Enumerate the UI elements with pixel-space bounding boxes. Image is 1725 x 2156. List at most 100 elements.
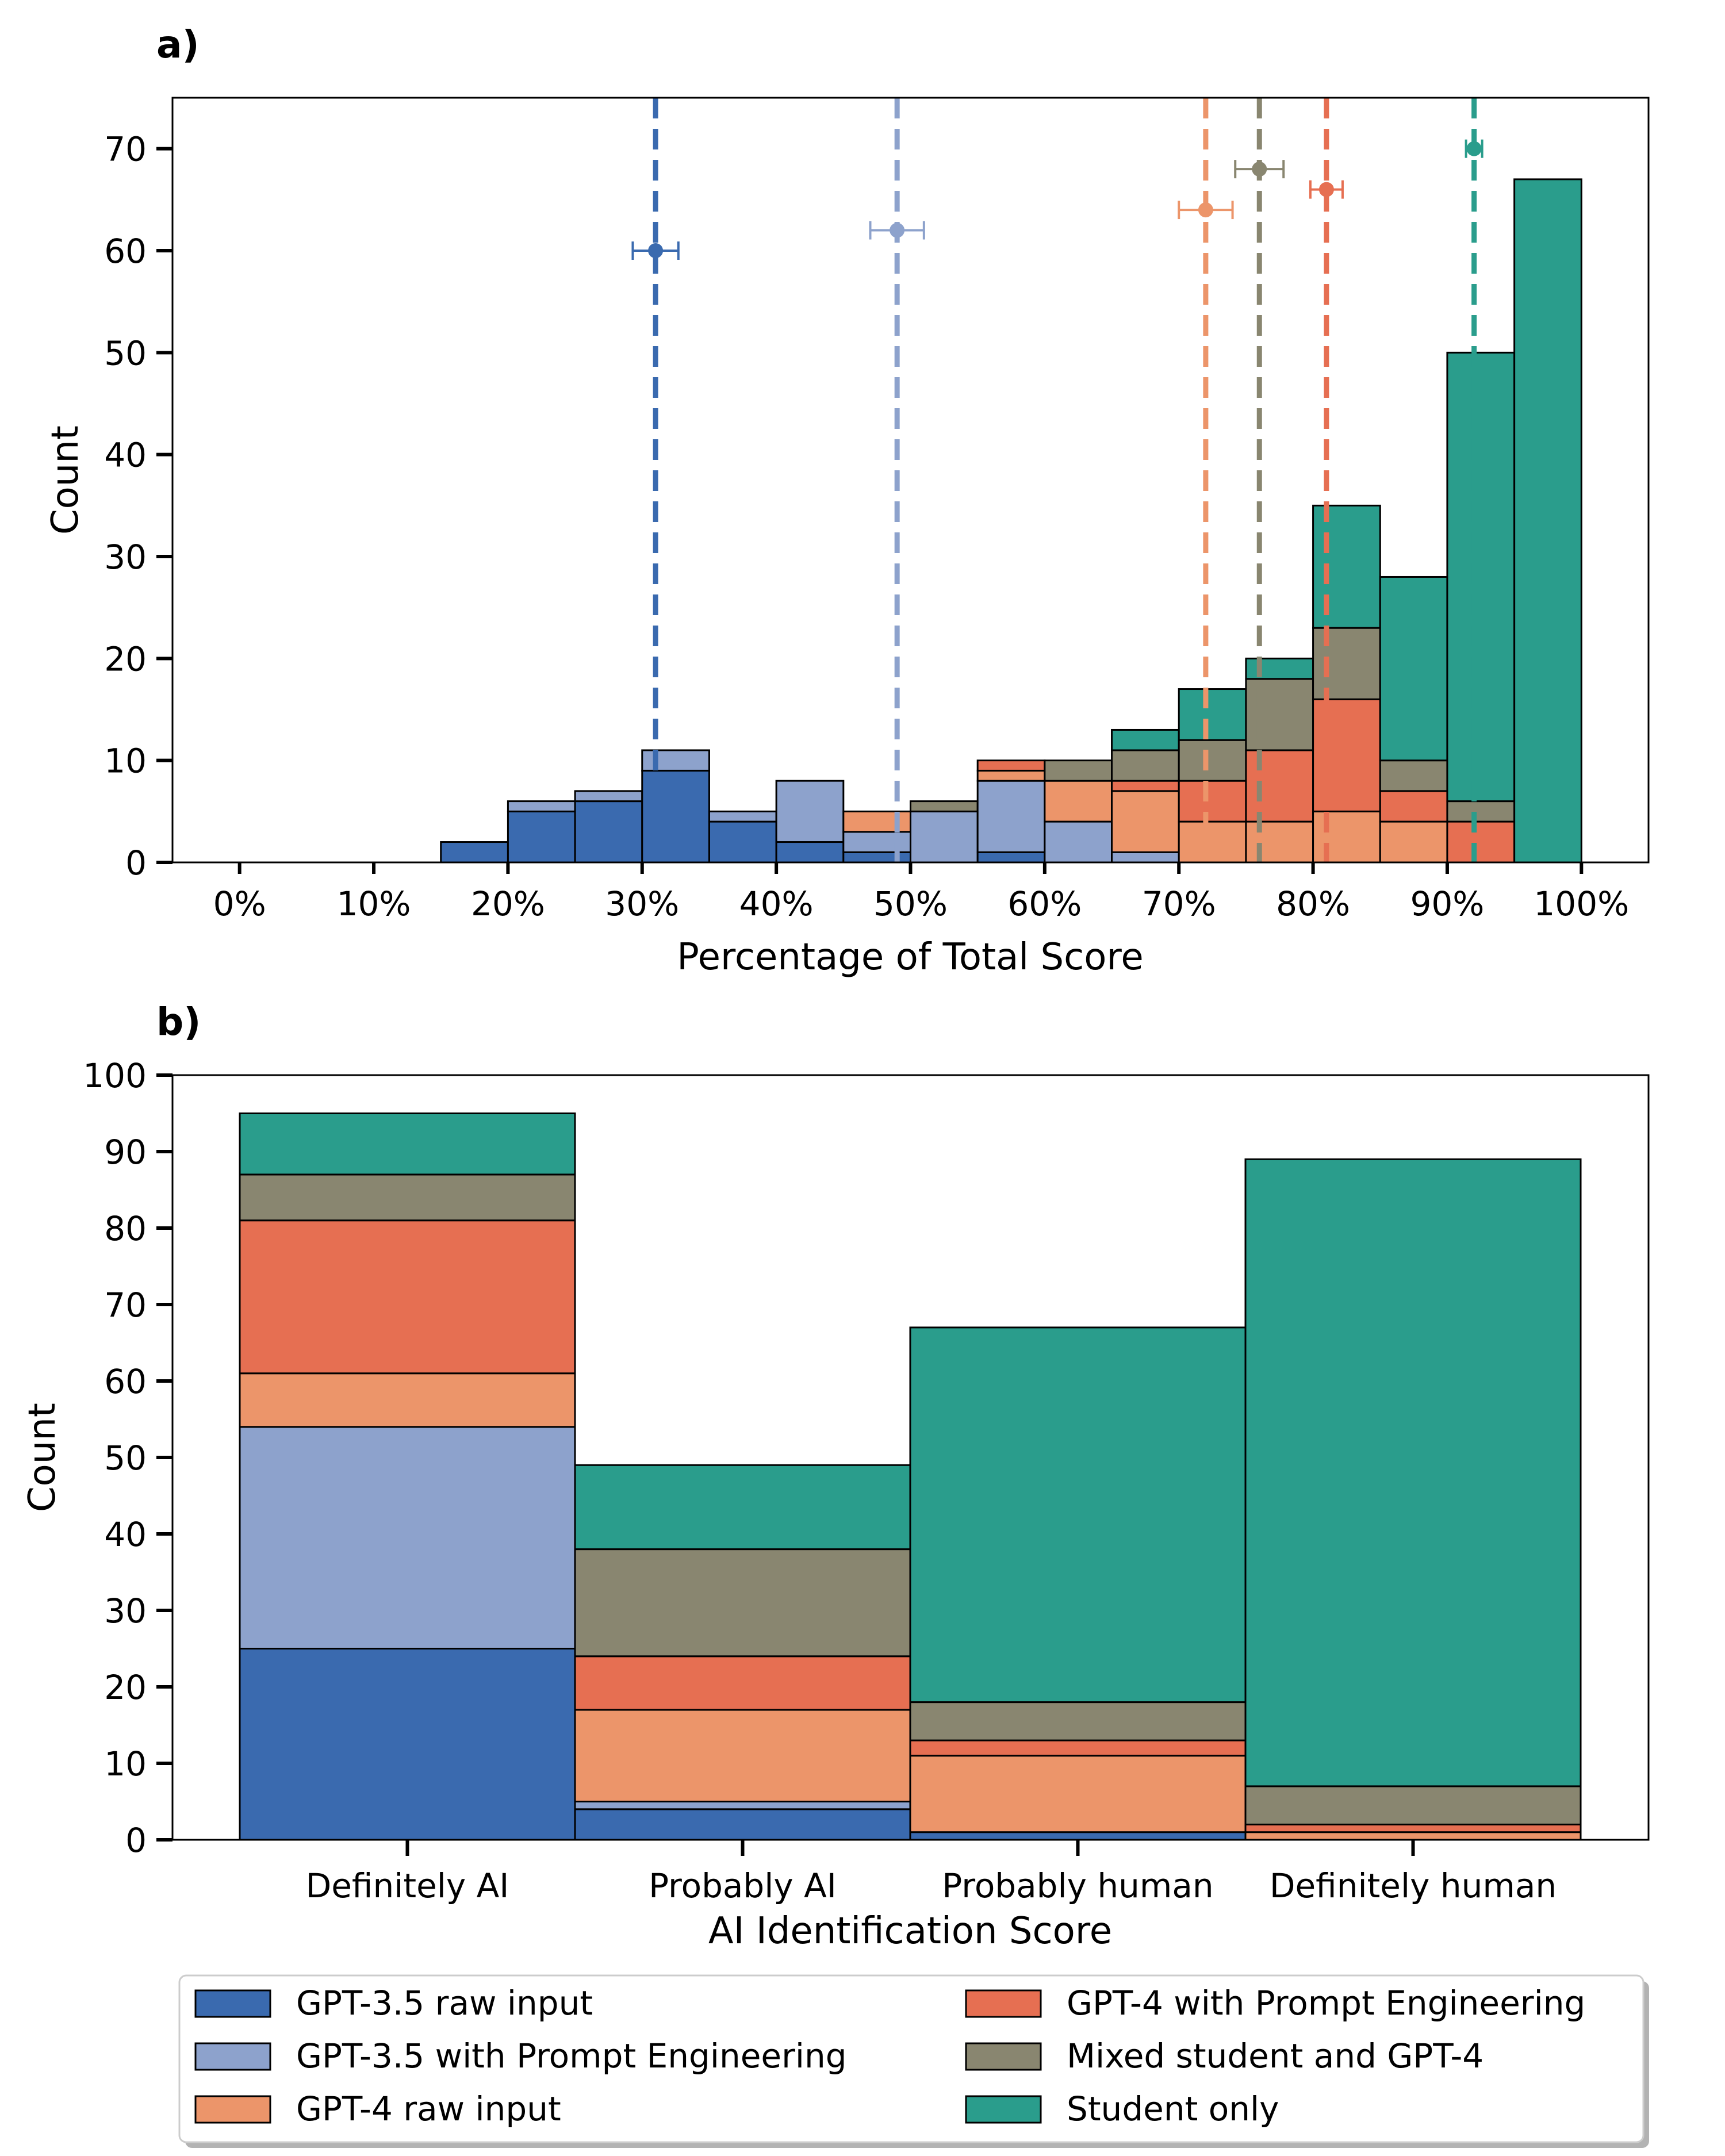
x-axis-label-b: AI Identification Score	[708, 1910, 1112, 1952]
y-tick-label: 100	[83, 1056, 147, 1095]
x-axis-ticks-a: 0% 10% 20% 30% 40% 50% 60% 70% 80% 90% 100%	[213, 862, 1629, 923]
y-tick-label: 90	[104, 1133, 147, 1172]
histogram-panel-a: a) 0% 10% 20% 30% 40% 50% 60% 70% 80% 90% 100% 0 10…	[44, 22, 1650, 979]
histogram-bar-segment	[842, 831, 912, 853]
histogram-bar-segment	[1178, 780, 1247, 823]
histogram-bar-segment	[708, 810, 777, 823]
histogram-bar-segment	[641, 769, 710, 864]
stacked-bar-segment	[909, 1831, 1247, 1841]
mean-point	[1318, 182, 1334, 197]
legend-swatch	[965, 2095, 1042, 2124]
panel-b-label: b)	[156, 1000, 201, 1044]
stacked-bar-segment	[574, 1548, 911, 1658]
stacked-bar-segment	[909, 1701, 1247, 1741]
histogram-bar-segment	[641, 749, 710, 772]
histogram-bar-segment	[1044, 780, 1113, 823]
y-tick-label: 40	[104, 1515, 147, 1554]
histogram-bar-segment	[1178, 820, 1247, 864]
y-axis-ticks-b: 0 10 20 30 40 50 60 70 80 90 100	[83, 1056, 172, 1860]
stacked-bar-segment	[1244, 1158, 1582, 1787]
histogram-bar-segment	[842, 810, 912, 833]
histogram-bar-segment	[1044, 759, 1113, 782]
stacked-bar-segment	[909, 1755, 1247, 1833]
histogram-bar-segment	[1111, 790, 1180, 853]
histogram-bar-segment	[910, 800, 979, 812]
legend-swatch	[965, 1989, 1042, 2018]
x-tick-label: 0%	[213, 884, 266, 923]
histogram-bar-segment	[976, 759, 1046, 772]
histogram-bar-segment	[1111, 780, 1180, 792]
y-axis-label-a: Count	[44, 425, 87, 535]
histogram-bar-segment	[1446, 820, 1516, 864]
stacked-bar-segment	[1244, 1785, 1582, 1825]
histogram-bar-segment	[1312, 810, 1381, 864]
x-tick-label: 10%	[337, 884, 411, 923]
histogram-bar-segment	[1312, 627, 1381, 700]
legend-items: GPT-3.5 raw input GPT-3.5 with Prompt Eng…	[194, 1984, 1585, 2128]
legend-swatch	[194, 2042, 271, 2071]
histogram-bar-segment	[842, 851, 912, 864]
legend-swatch	[194, 1989, 271, 2018]
histogram-bar-segment	[976, 769, 1046, 782]
x-tick-label: 80%	[1276, 884, 1350, 923]
histogram-bar-segment	[507, 800, 576, 812]
histogram-bar-segment	[1245, 678, 1314, 751]
x-tick-label: Definitely AI	[306, 1866, 509, 1905]
legend-label: GPT-3.5 with Prompt Engineering	[296, 2036, 847, 2076]
y-tick-label: 20	[104, 639, 147, 678]
histogram-bar-segment	[1245, 749, 1314, 823]
y-axis-label-b: Count	[21, 1403, 64, 1512]
histogram-bar-segment	[1379, 576, 1448, 762]
mean-point	[1252, 162, 1267, 177]
y-tick-label: 50	[104, 333, 147, 373]
y-tick-label: 60	[104, 232, 147, 271]
mean-point	[648, 243, 664, 258]
legend-swatch	[194, 2095, 271, 2124]
histogram-bar-segment	[1178, 739, 1247, 782]
histogram-bar-segment	[1111, 749, 1180, 782]
x-tick-label: 60%	[1007, 884, 1082, 923]
panel-a-label: a)	[156, 22, 200, 67]
histogram-bar-segment	[1446, 800, 1516, 823]
histogram-bar-segment	[708, 820, 777, 864]
stacked-bar-segment	[909, 1739, 1247, 1757]
stacked-bar-segment	[239, 1173, 576, 1222]
histogram-bar-segment	[1312, 698, 1381, 812]
histogram-bar-segment	[775, 841, 845, 864]
histogram-bar-segment	[1312, 504, 1381, 629]
stacked-bar-segment	[574, 1464, 911, 1551]
histogram-bar-segment	[976, 780, 1046, 853]
x-axis-ticks-b: Definitely AI Probably AI Probably human De…	[306, 1840, 1557, 1905]
y-tick-label: 0	[125, 843, 147, 883]
legend-label: Mixed student and GPT-4	[1067, 2036, 1483, 2076]
stacked-bar-segment	[1244, 1831, 1582, 1841]
stacked-bar-segment	[574, 1655, 911, 1711]
histogram-bar-segment	[1446, 351, 1516, 803]
stacked-bar-segment	[239, 1426, 576, 1650]
x-tick-label: Probably human	[942, 1866, 1213, 1905]
stacked-bar-segment	[239, 1648, 576, 1841]
histogram-bars	[239, 178, 1582, 864]
histogram-bar-segment	[1245, 820, 1314, 864]
x-tick-label: 90%	[1410, 884, 1484, 923]
legend-label: GPT-4 with Prompt Engineering	[1067, 1984, 1585, 2023]
x-axis-label-a: Percentage of Total Score	[677, 936, 1143, 979]
stacked-bar-panel-b: b) Definitely AI Probably AI Probably huma…	[21, 1000, 1650, 1952]
stacked-bar-segment	[574, 1801, 911, 1810]
stacked-bar-segment	[909, 1326, 1247, 1704]
y-tick-label: 10	[104, 1744, 147, 1783]
y-tick-label: 60	[104, 1362, 147, 1401]
mean-point	[1198, 202, 1213, 218]
x-tick-label: 70%	[1142, 884, 1216, 923]
mean-point	[1466, 141, 1482, 156]
histogram-bar-segment	[775, 780, 845, 843]
stacked-bar-segment	[574, 1709, 911, 1802]
y-tick-label: 30	[104, 1591, 147, 1631]
histogram-bar-segment	[1111, 728, 1180, 751]
stacked-bar-segment	[239, 1372, 576, 1428]
x-tick-label: Definitely human	[1270, 1866, 1557, 1905]
histogram-bar-segment	[574, 790, 643, 803]
mean-point	[890, 222, 905, 238]
legend-swatch	[965, 2042, 1042, 2071]
